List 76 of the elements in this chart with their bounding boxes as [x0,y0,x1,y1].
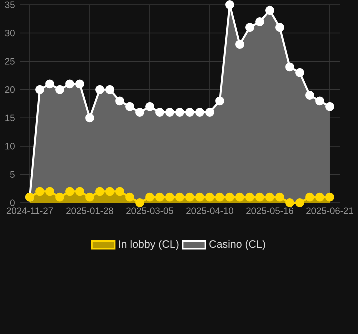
point [216,96,224,106]
point [296,68,304,78]
point [286,198,294,208]
point [96,85,104,94]
legend-label: In lobby (CL) [119,240,179,250]
point [326,192,334,202]
point [176,108,184,117]
point [236,192,244,202]
point [66,187,74,196]
point [136,108,144,117]
x-tick-label: 2025-01-28 [66,208,114,214]
point [146,192,154,202]
point [56,192,64,202]
point [46,80,54,89]
point [206,108,214,117]
point [276,192,284,202]
point [66,80,74,89]
point [186,108,194,117]
point [136,198,144,208]
y-tick-label: 25 [5,58,15,65]
x-tick-label: 2025-05-16 [246,208,294,214]
point [316,96,324,106]
point [306,91,314,100]
point [326,102,334,112]
y-tick-label: 5 [10,171,15,178]
point [226,192,234,202]
x-tick-label: 2025-03-05 [126,208,174,214]
point [146,102,154,112]
point [96,187,104,196]
point [256,192,264,202]
point [196,192,204,202]
point [106,85,114,94]
legend-label: Casino (CL) [210,240,266,250]
point [176,192,184,202]
point [206,192,214,202]
point [86,114,94,123]
y-tick-label: 15 [6,114,15,122]
point [246,23,254,32]
point [36,187,44,196]
point [76,80,84,89]
point [246,192,254,202]
y-tick-label: 0 [10,200,15,206]
point [106,187,114,196]
point [166,108,174,117]
point [266,192,274,202]
y-tick-label: 35 [5,2,15,8]
x-tick-label: 2024-11-27 [6,208,54,214]
y-tick-label: 30 [5,30,15,37]
point [216,192,224,202]
point [196,108,204,117]
point [46,187,54,196]
point [276,23,284,32]
point [286,62,294,72]
y-tick-label: 20 [5,86,15,94]
x-tick-label: 2025-06-21 [306,208,354,214]
point [76,187,84,196]
point [236,40,244,50]
point [156,192,164,202]
point [256,17,264,26]
point [36,85,44,94]
point [126,102,134,112]
point [226,0,234,10]
point [266,6,274,16]
point [86,192,94,202]
point [306,192,314,202]
point [316,192,324,202]
point [56,85,64,94]
point [296,198,304,208]
point [166,192,174,202]
point [116,187,124,196]
y-tick-label: 10 [6,143,15,150]
x-tick-label: 2025-04-10 [186,208,234,214]
point [126,192,134,202]
point [116,96,124,106]
point [156,108,164,117]
point [186,192,194,202]
